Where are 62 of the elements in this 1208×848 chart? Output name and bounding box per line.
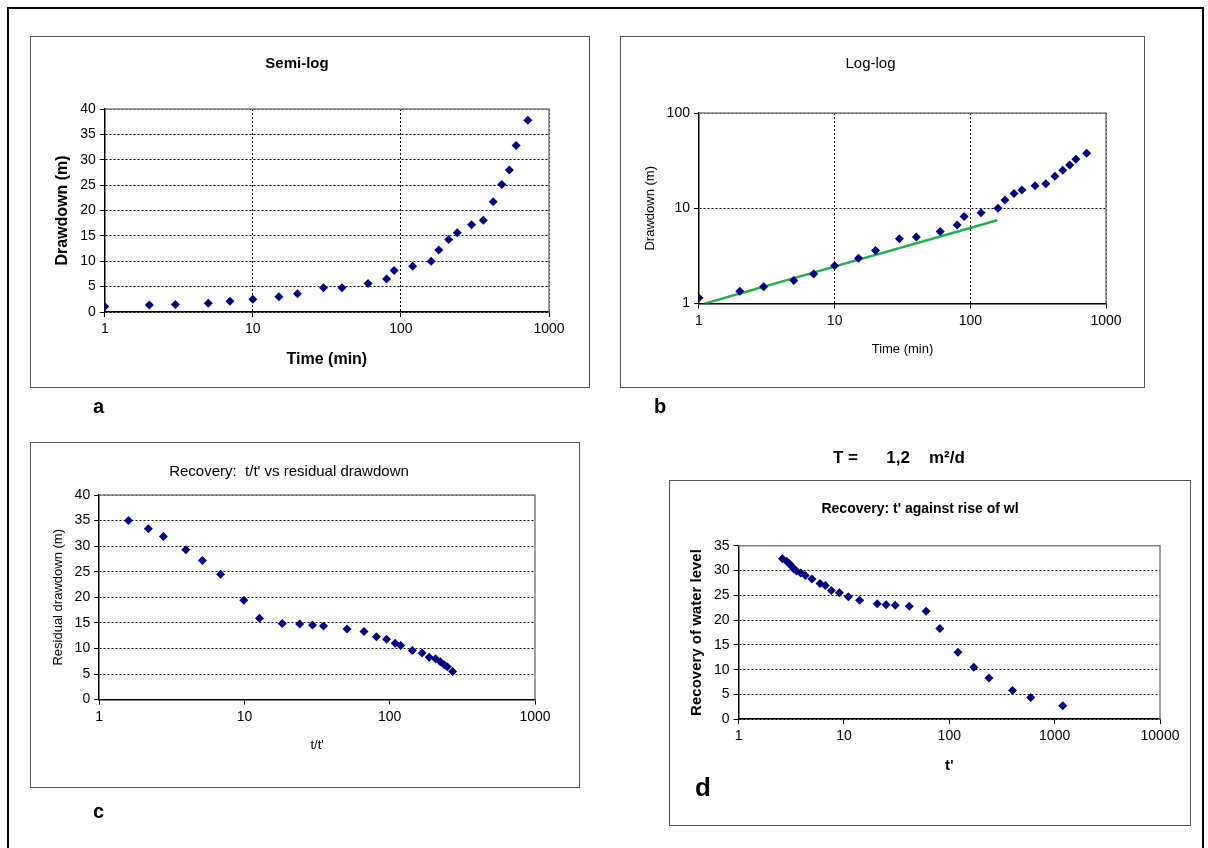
x-tick-label: 10000 — [1140, 727, 1180, 744]
y-tick-label: 20 — [74, 588, 91, 605]
x-tick-label: 1 — [734, 727, 743, 744]
y-tick-label: 0 — [87, 302, 96, 319]
y-tick-label: 15 — [74, 613, 91, 630]
y-tick-label: 0 — [721, 710, 730, 727]
y-tick-label: 10 — [713, 660, 730, 677]
x-tick-label: 1000 — [533, 320, 565, 337]
y-tick-label: 20 — [713, 610, 730, 627]
x-axis-title: Time (min) — [871, 340, 934, 356]
y-tick-label: 5 — [82, 664, 91, 681]
x-axis-title: t/t' — [310, 736, 324, 752]
x-tick-label: 10 — [236, 707, 253, 724]
chart-title: Semi-log — [265, 54, 329, 72]
y-tick-label: 35 — [80, 125, 96, 142]
y-tick-label: 100 — [666, 103, 691, 120]
y-axis-title: Drawdown (m) — [53, 155, 71, 266]
y-tick-label: 20 — [80, 201, 96, 218]
x-tick-label: 10 — [836, 727, 852, 744]
x-axis-title: Time (min) — [286, 349, 368, 367]
y-tick-label: 25 — [80, 175, 96, 192]
x-tick-label: 1000 — [1090, 311, 1122, 328]
y-tick-label: 5 — [87, 277, 96, 294]
y-tick-label: 5 — [721, 685, 730, 702]
text: d — [695, 772, 711, 803]
y-axis-title: Recovery of water level — [687, 549, 705, 716]
y-tick-label: 15 — [713, 635, 730, 652]
chart-title: Recovery: t' against rise of wl — [821, 500, 1019, 517]
x-tick-label: 1000 — [519, 707, 551, 724]
y-tick-label: 40 — [74, 485, 91, 502]
text: b — [654, 395, 667, 418]
y-axis-title: Residual drawdown (m) — [50, 529, 66, 666]
x-tick-label: 100 — [937, 727, 962, 744]
x-tick-label: 1 — [100, 320, 109, 337]
y-tick-label: 35 — [74, 511, 91, 528]
y-tick-label: 25 — [74, 562, 91, 579]
x-tick-label: 100 — [958, 311, 983, 328]
x-tick-label: 10 — [826, 311, 843, 328]
y-tick-label: 30 — [80, 150, 96, 167]
text: a — [93, 395, 105, 418]
x-tick-label: 100 — [389, 320, 413, 337]
y-axis-title: Drawdown (m) — [642, 166, 658, 251]
y-tick-label: 30 — [74, 537, 91, 554]
y-tick-label: 10 — [74, 639, 91, 656]
text: c — [93, 800, 105, 823]
chart-title: Log-log — [845, 54, 896, 72]
x-tick-label: 1 — [695, 311, 704, 328]
y-tick-label: 15 — [80, 226, 96, 243]
x-tick-label: 100 — [378, 707, 402, 724]
x-tick-label: 1000 — [1039, 727, 1071, 744]
y-tick-label: 30 — [713, 561, 730, 578]
y-tick-label: 1 — [682, 294, 691, 311]
y-tick-label: 35 — [713, 536, 730, 553]
x-tick-label: 10 — [245, 320, 261, 337]
x-axis-title: t' — [945, 756, 954, 774]
chart-title: Recovery: t/t' vs residual drawdown — [169, 462, 409, 480]
text: T = 1,2 m²/d — [833, 448, 965, 468]
y-tick-label: 40 — [80, 99, 96, 116]
y-tick-label: 25 — [713, 586, 730, 603]
y-tick-label: 10 — [674, 199, 691, 216]
y-tick-label: 10 — [80, 252, 96, 269]
y-tick-label: 0 — [82, 690, 91, 707]
